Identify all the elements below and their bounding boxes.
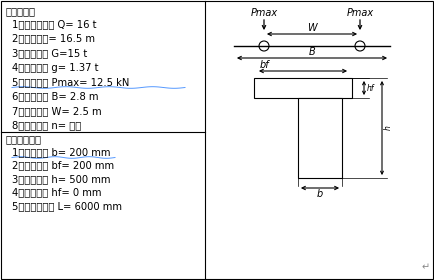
- Text: 8、吊车数量 n= 两台: 8、吊车数量 n= 两台: [12, 120, 81, 130]
- Text: 6、吊车总宽 B= 2.8 m: 6、吊车总宽 B= 2.8 m: [12, 92, 99, 102]
- Text: Pmax: Pmax: [250, 8, 278, 18]
- Text: h: h: [384, 125, 393, 130]
- Bar: [254, 78, 352, 98]
- Text: 5、吊车梁跨度 L= 6000 mm: 5、吊车梁跨度 L= 6000 mm: [12, 201, 122, 211]
- Text: 2、吊车跨度= 16.5 m: 2、吊车跨度= 16.5 m: [12, 34, 95, 43]
- Text: 2、上翼缘宽 bf= 200 mm: 2、上翼缘宽 bf= 200 mm: [12, 160, 114, 171]
- Text: 7、吊车轮距 W= 2.5 m: 7、吊车轮距 W= 2.5 m: [12, 106, 102, 116]
- Text: 5、最大轮压 Pmax= 12.5 kN: 5、最大轮压 Pmax= 12.5 kN: [12, 77, 129, 87]
- Text: hf: hf: [367, 83, 375, 92]
- Text: bf: bf: [260, 60, 270, 69]
- Text: 吊车梁数据：: 吊车梁数据：: [5, 134, 41, 144]
- Text: 吊车数据：: 吊车数据：: [5, 6, 35, 16]
- Text: 1、吊车梁宽 b= 200 mm: 1、吊车梁宽 b= 200 mm: [12, 147, 111, 157]
- Text: B: B: [309, 46, 316, 57]
- Text: 4、上翼缘高 hf= 0 mm: 4、上翼缘高 hf= 0 mm: [12, 188, 102, 197]
- Text: 3、吊车梁高 h= 500 mm: 3、吊车梁高 h= 500 mm: [12, 174, 111, 184]
- Text: 3、吊车总重 G=15 t: 3、吊车总重 G=15 t: [12, 48, 87, 58]
- Text: Pmax: Pmax: [346, 8, 374, 18]
- Text: b: b: [317, 189, 323, 199]
- Bar: [298, 98, 342, 178]
- Text: W: W: [307, 22, 317, 32]
- Text: ↵: ↵: [422, 262, 430, 272]
- Text: 1、吊车起重量 Q= 16 t: 1、吊车起重量 Q= 16 t: [12, 19, 96, 29]
- Text: 4、小车重量 g= 1.37 t: 4、小车重量 g= 1.37 t: [12, 62, 99, 73]
